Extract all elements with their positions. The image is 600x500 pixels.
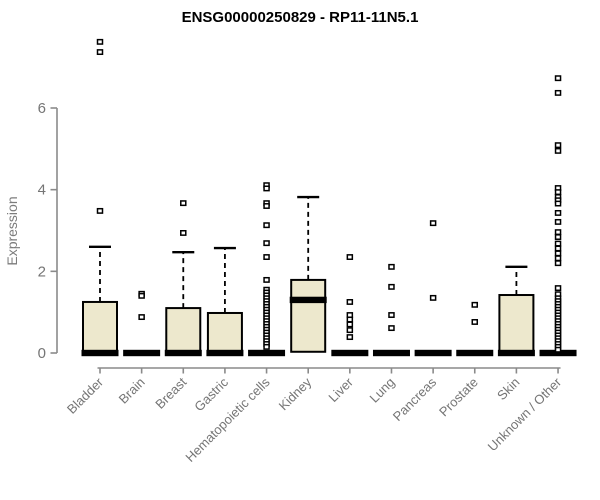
median-line — [206, 349, 244, 357]
outlier-point — [429, 220, 437, 227]
outlier-point — [388, 312, 395, 318]
outlier-point — [96, 207, 104, 214]
x-axis-label: Liver — [325, 374, 356, 405]
y-axis-tick-label: 6 — [38, 100, 46, 117]
x-axis-label: Breast — [152, 374, 189, 411]
outlier-point — [346, 334, 354, 341]
outlier-point — [388, 325, 395, 332]
outlier-point — [554, 142, 562, 149]
x-axis-label: Skin — [494, 375, 522, 403]
outlier-point — [263, 343, 270, 350]
outlier-point — [388, 283, 395, 290]
outlier-point — [471, 301, 479, 308]
outlier-point — [471, 319, 479, 325]
box-rect — [82, 300, 118, 355]
outlier-point — [554, 346, 562, 353]
outlier-point — [554, 200, 562, 207]
outlier-point — [180, 230, 187, 236]
x-axis-label: Unknown / Other — [485, 374, 565, 454]
outlier-point — [96, 38, 104, 45]
outlier-point — [554, 250, 562, 257]
x-axis-label: Lung — [367, 375, 398, 406]
chart-title: ENSG00000250829 - RP11-11N5.1 — [181, 9, 419, 26]
outlier-point — [346, 254, 354, 260]
outlier-point — [346, 316, 354, 323]
outlier-point — [96, 49, 104, 56]
median-line — [456, 349, 494, 357]
outlier-point — [554, 255, 562, 262]
box-rect — [165, 307, 202, 355]
outlier-point — [138, 314, 145, 321]
y-axis-tick-label: 4 — [38, 182, 46, 199]
outlier-point — [554, 240, 562, 247]
x-axis-label: Pancreas — [390, 374, 440, 424]
outlier-point — [554, 147, 562, 154]
median-line — [331, 349, 369, 357]
outlier-point — [554, 245, 562, 252]
median-line — [289, 296, 327, 304]
outlier-point — [346, 327, 354, 334]
box-rect — [206, 311, 243, 355]
outlier-point — [263, 276, 270, 283]
x-axis-label: Bladder — [64, 374, 107, 417]
outlier-point — [554, 260, 562, 267]
outlier-point — [263, 240, 270, 247]
y-axis-tick-label: 2 — [38, 263, 46, 280]
x-axis-label: Kidney — [276, 374, 315, 413]
outlier-point — [554, 218, 562, 225]
outlier-point — [554, 234, 562, 240]
median-line — [539, 349, 577, 357]
outlier-point — [180, 200, 187, 207]
median-line — [497, 349, 535, 357]
outlier-point — [263, 203, 270, 209]
outlier-point — [554, 229, 562, 236]
outlier-point — [388, 263, 395, 270]
outlier-point — [263, 185, 270, 192]
box-rect — [498, 294, 535, 354]
outlier-point — [554, 189, 562, 196]
y-axis-tick-label: 0 — [38, 345, 46, 362]
box-rect — [290, 278, 327, 353]
x-axis-label: Brain — [116, 375, 148, 407]
x-axis-label: Gastric — [191, 374, 231, 414]
median-line — [248, 349, 286, 357]
outlier-point — [263, 222, 270, 229]
outlier-point — [554, 89, 562, 96]
outlier-point — [346, 321, 354, 328]
outlier-point — [138, 292, 145, 299]
outlier-point — [554, 209, 562, 216]
x-axis-label: Prostate — [436, 375, 481, 420]
outlier-point — [346, 299, 354, 305]
median-line — [372, 349, 410, 357]
outlier-point — [263, 254, 270, 260]
outlier-point — [554, 75, 562, 82]
outlier-point — [554, 285, 562, 292]
outlier-point — [429, 294, 437, 301]
median-line — [414, 349, 452, 357]
outlier-point — [346, 312, 354, 318]
median-line — [164, 349, 202, 357]
median-line — [81, 349, 119, 357]
median-line — [123, 349, 161, 357]
